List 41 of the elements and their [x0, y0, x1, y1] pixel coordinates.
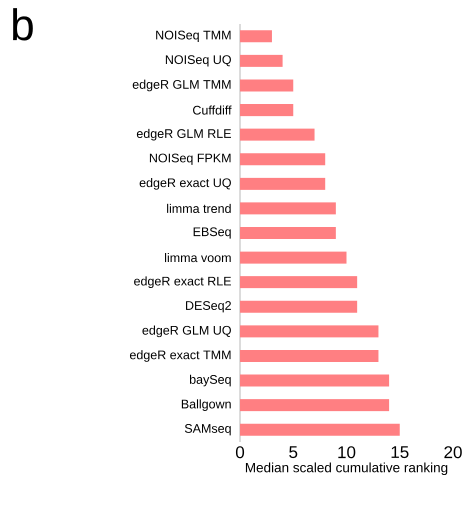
y-tick-label: edgeR exact RLE	[134, 276, 231, 288]
y-tick-label: edgeR GLM UQ	[142, 326, 231, 338]
y-tick-label: edgeR exact UQ	[140, 178, 231, 190]
y-tick-label: limma trend	[167, 204, 231, 214]
bar	[240, 252, 347, 264]
y-tick-label: DESeq2	[186, 301, 231, 312]
y-tick-label: Cuffdiff	[193, 105, 232, 115]
x-axis-title: Median scaled cumulative ranking	[246, 462, 448, 476]
x-tick-label: 0	[236, 446, 244, 458]
bar	[240, 424, 400, 436]
y-tick-label: limma voom	[165, 252, 231, 262]
y-tick-label: NOISeq TMM	[156, 30, 231, 42]
bar	[240, 202, 336, 214]
y-tick-label: edgeR GLM TMM	[132, 80, 231, 92]
bar	[240, 325, 378, 338]
y-tick-label: EBSeq	[194, 227, 231, 239]
bar	[240, 227, 336, 240]
y-tick-label: NOISeq UQ	[166, 55, 231, 67]
bar	[240, 128, 315, 141]
text: b	[13, 8, 33, 41]
bar	[240, 374, 390, 387]
bar	[240, 350, 378, 362]
x-tick-label: 15	[392, 446, 408, 458]
y-tick-label: baySeq	[190, 374, 231, 386]
y-tick-label: edgeR exact TMM	[130, 350, 231, 362]
y-tick-label: SAMseq	[184, 424, 231, 436]
bar	[240, 276, 358, 288]
y-tick-label: Ballgown	[182, 399, 231, 411]
x-tick-label: 5	[289, 446, 298, 458]
y-tick-label: NOISeq FPKM	[150, 154, 231, 165]
bar	[240, 54, 283, 67]
bar	[240, 178, 326, 190]
bar	[240, 300, 358, 313]
x-tick-label: 10	[338, 446, 356, 458]
bar	[240, 399, 390, 412]
bar	[240, 104, 294, 116]
bar	[240, 153, 326, 166]
x-tick-label: 20	[444, 446, 462, 458]
bar	[240, 30, 272, 42]
bar	[240, 79, 294, 92]
y-tick-label: edgeR GLM RLE	[136, 128, 231, 140]
